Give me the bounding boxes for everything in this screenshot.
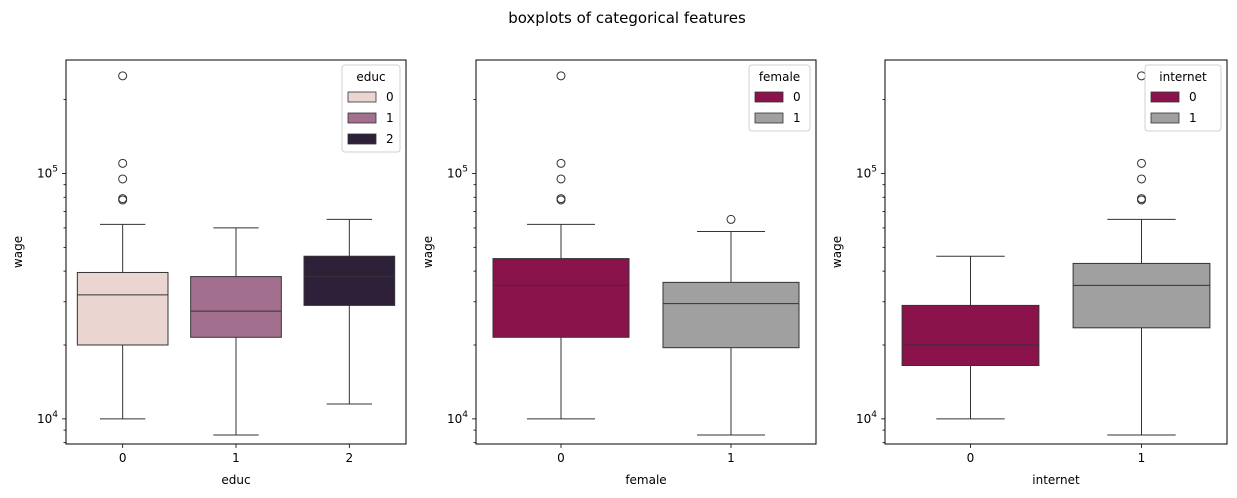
subplot-female: 0 1 104 105 female wage female 0 1	[421, 59, 817, 487]
legend-frame	[341, 64, 401, 153]
box-female-1	[662, 214, 800, 436]
legend-label: 0	[386, 90, 394, 104]
legend: female 0 1	[748, 64, 811, 132]
y-tick-label: 104	[856, 410, 877, 426]
outlier-point	[118, 174, 128, 184]
y-tick-label: 104	[447, 410, 468, 426]
box-educ-0	[76, 71, 169, 420]
outlier-point	[1137, 71, 1146, 81]
x-tick-label: 0	[967, 451, 975, 465]
x-tick-label: 1	[232, 451, 240, 465]
box-iqr	[492, 258, 630, 338]
box-educ-2	[303, 218, 396, 405]
y-axis-title: wage	[11, 236, 25, 268]
box-iqr	[76, 271, 169, 346]
y-axis-title: wage	[830, 236, 844, 268]
x-axis-title: internet	[1032, 473, 1080, 487]
outlier-point	[556, 158, 566, 168]
x-tick-label: 1	[1138, 451, 1146, 465]
y-tick-label: 105	[856, 164, 877, 180]
outlier-point	[556, 174, 566, 184]
y-tick-label: 105	[447, 164, 468, 180]
x-tick-label: 2	[346, 451, 354, 465]
legend-swatch	[347, 133, 377, 145]
x-tick-label: 1	[727, 451, 735, 465]
outlier-point	[1137, 174, 1146, 184]
legend: internet 0 1	[1144, 64, 1222, 132]
x-tick-label: 0	[557, 451, 565, 465]
y-tick-label: 104	[37, 410, 58, 426]
box-iqr	[190, 276, 282, 338]
outlier-point	[556, 71, 566, 81]
legend-label: 1	[793, 111, 801, 125]
subplot-internet: 0 1 104 105 internet wage internet 0 1	[830, 59, 1228, 487]
outlier-point	[118, 194, 128, 204]
legend-title: female	[759, 70, 800, 84]
outlier-point	[726, 214, 736, 224]
x-axis-title: female	[625, 473, 666, 487]
legend-swatch	[1150, 112, 1180, 124]
box-female-0	[492, 71, 630, 420]
legend-label: 2	[386, 132, 394, 146]
box-iqr	[662, 281, 800, 349]
y-tick-label: 105	[37, 164, 58, 180]
outlier-point	[118, 71, 128, 81]
figure-title: boxplots of categorical features	[508, 9, 746, 27]
outlier-point	[118, 158, 128, 168]
legend-swatch	[347, 112, 377, 124]
legend-label: 0	[793, 90, 801, 104]
outlier-point	[1137, 158, 1146, 168]
outlier-point	[1137, 194, 1146, 204]
x-axis-title: educ	[221, 473, 250, 487]
y-axis-title: wage	[421, 236, 435, 268]
axes-frame	[475, 59, 817, 445]
legend-label: 1	[386, 111, 394, 125]
legend-title: educ	[356, 70, 385, 84]
legend-swatch	[1150, 91, 1180, 103]
legend-title: internet	[1159, 70, 1207, 84]
legend-label: 0	[1189, 90, 1197, 104]
box-internet-1	[1072, 71, 1211, 436]
axes-frame	[884, 59, 1228, 445]
legend-swatch	[754, 112, 784, 124]
box-internet-0	[901, 255, 1040, 420]
x-tick-label: 0	[119, 451, 127, 465]
legend-swatch	[347, 91, 377, 103]
legend-swatch	[754, 91, 784, 103]
box-educ-1	[190, 227, 282, 436]
box-iqr	[901, 304, 1040, 367]
legend-label: 1	[1189, 111, 1197, 125]
box-iqr	[1072, 262, 1211, 329]
box-iqr	[303, 255, 396, 306]
outlier-point	[556, 194, 566, 204]
